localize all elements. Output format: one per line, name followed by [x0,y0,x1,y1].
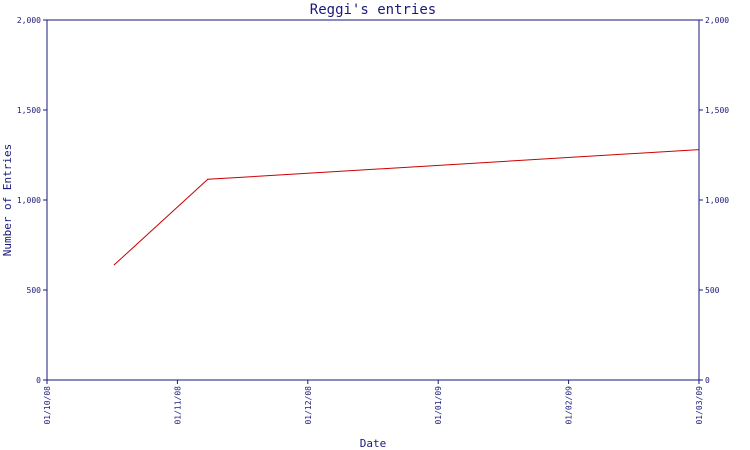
x-axis: 01/10/08 01/11/08 01/12/08 01/01/09 01/02/09… [43,380,704,425]
data-point [207,178,209,180]
data-point [698,149,700,151]
x-tick-label: 01/12/08 [304,386,313,425]
x-tick-label: 01/03/09 [695,386,704,425]
x-tick-label: 01/11/08 [173,386,182,425]
x-axis-label: Date [360,437,387,450]
chart-title: Reggi's entries [310,2,436,18]
x-tick-label: 01/02/09 [565,386,574,425]
y-axis-right: 0 500 1,000 1,500 2,000 [699,16,729,385]
plot-area-frame [46,19,700,381]
y-tick-label-right: 500 [705,286,720,295]
series-line [113,149,700,266]
y-axis-left: 0 500 1,000 1,500 2,000 [17,16,47,385]
y-tick-label: 2,000 [17,16,41,25]
y-tick-label: 1,500 [17,106,41,115]
y-tick-label-right: 0 [705,376,710,385]
x-tick-label: 01/01/09 [434,386,443,425]
series-layer [113,149,700,266]
x-tick-label: 01/10/08 [43,386,52,425]
y-tick-label-right: 1,000 [705,196,729,205]
y-tick-label: 500 [27,286,42,295]
y-tick-label: 1,000 [17,196,41,205]
y-tick-label-right: 2,000 [705,16,729,25]
y-axis-label: Number of Entries [1,144,14,257]
y-tick-label-right: 1,500 [705,106,729,115]
y-tick-label: 0 [36,376,41,385]
data-point [113,264,115,266]
